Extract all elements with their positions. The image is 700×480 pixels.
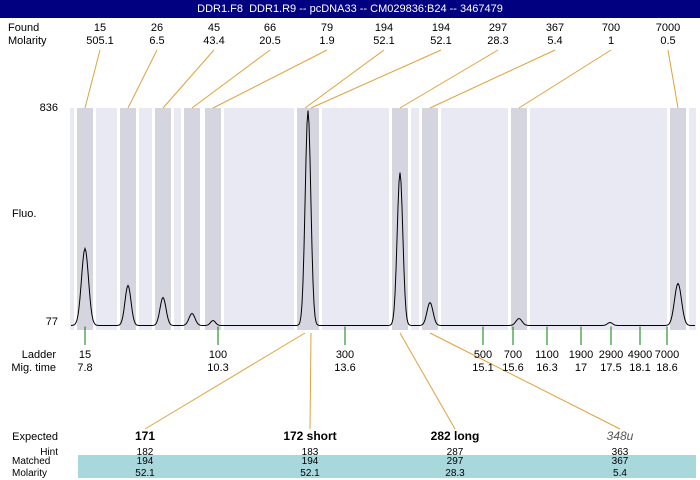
matched-size: 367 bbox=[611, 456, 629, 467]
match-connector-line bbox=[429, 332, 621, 430]
found-peak-size: 194 bbox=[431, 22, 451, 34]
found-connector-line bbox=[518, 49, 612, 109]
found-peak-molarity: 1 bbox=[607, 35, 615, 47]
title-bar: DDR1.F8 DDR1.R9 -- pcDNA33 -- CM029836:B… bbox=[0, 0, 700, 18]
y-axis-min: 77 bbox=[45, 316, 58, 328]
found-peak-molarity: 505.1 bbox=[86, 35, 114, 47]
ladder-mig-time: 18.6 bbox=[656, 362, 678, 374]
hint-size: 182 bbox=[136, 447, 154, 458]
found-peak-size: 194 bbox=[374, 22, 394, 34]
found-peak-size: 297 bbox=[488, 22, 508, 34]
ladder-mig-time: 13.6 bbox=[334, 362, 356, 374]
ladder-size: 300 bbox=[335, 349, 355, 361]
molarity-band bbox=[78, 466, 696, 478]
found-peak-size: 26 bbox=[150, 22, 164, 34]
found-connector-line bbox=[84, 49, 101, 109]
found-peak-molarity: 43.4 bbox=[203, 35, 225, 47]
found-peak-molarity: 52.1 bbox=[373, 35, 395, 47]
ladder-size: 1100 bbox=[535, 349, 559, 361]
matched-molarity: 5.4 bbox=[613, 468, 627, 479]
found-peak-molarity: 5.4 bbox=[547, 35, 563, 47]
ladder-size: 4900 bbox=[627, 349, 653, 361]
peak-band bbox=[422, 108, 438, 330]
found-connector-line bbox=[162, 49, 215, 109]
y-axis-label: Fluo. bbox=[12, 208, 37, 220]
found-connector-line bbox=[310, 49, 442, 109]
peak-band bbox=[77, 108, 93, 330]
ladder-mig-time: 15.6 bbox=[502, 362, 524, 374]
hint-row-label: Hint bbox=[40, 447, 58, 458]
found-peak-molarity: 52.1 bbox=[430, 35, 452, 47]
found-peak-molarity: 0.5 bbox=[660, 35, 676, 47]
found-peak-molarity: 1.9 bbox=[319, 35, 335, 47]
matched-size: 297 bbox=[446, 456, 464, 467]
expected-size: 172 short bbox=[283, 429, 337, 443]
ladder-size: 100 bbox=[208, 349, 228, 361]
ladder-mig-time: 17 bbox=[574, 362, 588, 374]
ladder-size: 7000 bbox=[654, 349, 680, 361]
peak-band bbox=[155, 108, 171, 330]
found-connector-line bbox=[127, 49, 158, 109]
expected-row-label: Expected bbox=[12, 431, 58, 443]
found-connector-line bbox=[399, 49, 499, 109]
expected-size: 348u bbox=[606, 429, 634, 443]
ladder-size: 15 bbox=[78, 349, 92, 361]
found-connector-line bbox=[304, 49, 385, 109]
ladder-size: 1900 bbox=[568, 349, 594, 361]
ladder-size: 700 bbox=[503, 349, 523, 361]
matched-band bbox=[78, 455, 696, 466]
ladder-size: 2900 bbox=[598, 349, 624, 361]
ladder-mig-time: 16.3 bbox=[536, 362, 558, 374]
hint-size: 183 bbox=[301, 447, 319, 458]
peak-band bbox=[205, 108, 221, 330]
ladder-mig-time: 17.5 bbox=[600, 362, 622, 374]
ladder-mig-time: 10.3 bbox=[207, 362, 229, 374]
molarity-row-label: Molarity bbox=[8, 35, 47, 47]
found-peak-size: 7000 bbox=[655, 22, 681, 34]
found-peak-size: 367 bbox=[545, 22, 565, 34]
peak-band bbox=[184, 108, 200, 330]
found-connector-line bbox=[429, 49, 556, 109]
peak-band bbox=[670, 108, 686, 330]
found-connector-line bbox=[212, 49, 328, 109]
matched-molarity: 52.1 bbox=[300, 468, 320, 479]
hint-size: 287 bbox=[446, 447, 464, 458]
found-peak-molarity: 20.5 bbox=[259, 35, 281, 47]
found-peak-size: 700 bbox=[601, 22, 621, 34]
match-connector-line bbox=[399, 332, 456, 430]
molarity-bottom-row-label: Molarity bbox=[12, 468, 48, 479]
found-peak-size: 45 bbox=[207, 22, 221, 34]
plot-background bbox=[70, 108, 696, 330]
peak-band bbox=[120, 108, 136, 330]
fluorescence-trace bbox=[70, 110, 695, 326]
found-peak-molarity: 6.5 bbox=[149, 35, 165, 47]
found-connector-line bbox=[667, 49, 679, 109]
matched-size: 194 bbox=[301, 456, 319, 467]
match-connector-line bbox=[309, 332, 312, 430]
found-peak-size: 79 bbox=[320, 22, 334, 34]
matched-molarity: 52.1 bbox=[135, 468, 155, 479]
matched-molarity: 28.3 bbox=[445, 468, 465, 479]
ladder-mig-time: 15.1 bbox=[472, 362, 494, 374]
migtime-row-label: Mig. time bbox=[11, 362, 56, 374]
matched-size: 194 bbox=[136, 456, 154, 467]
expected-size: 171 bbox=[134, 429, 156, 443]
expected-size: 282 long bbox=[430, 429, 480, 443]
ladder-mig-time: 18.1 bbox=[629, 362, 651, 374]
matched-row-label: Matched bbox=[12, 456, 51, 467]
peak-band bbox=[511, 108, 527, 330]
found-peak-size: 66 bbox=[263, 22, 277, 34]
ladder-row-label: Ladder bbox=[21, 349, 56, 361]
found-peak-molarity: 28.3 bbox=[487, 35, 509, 47]
match-connector-line bbox=[144, 332, 306, 430]
ladder-size: 500 bbox=[473, 349, 493, 361]
found-peak-size: 15 bbox=[93, 22, 107, 34]
hint-size: 363 bbox=[611, 447, 629, 458]
ladder-mig-time: 7.8 bbox=[77, 362, 93, 374]
found-connector-line bbox=[191, 49, 271, 109]
y-axis-max: 836 bbox=[39, 102, 58, 114]
found-row-label: Found bbox=[8, 22, 40, 34]
